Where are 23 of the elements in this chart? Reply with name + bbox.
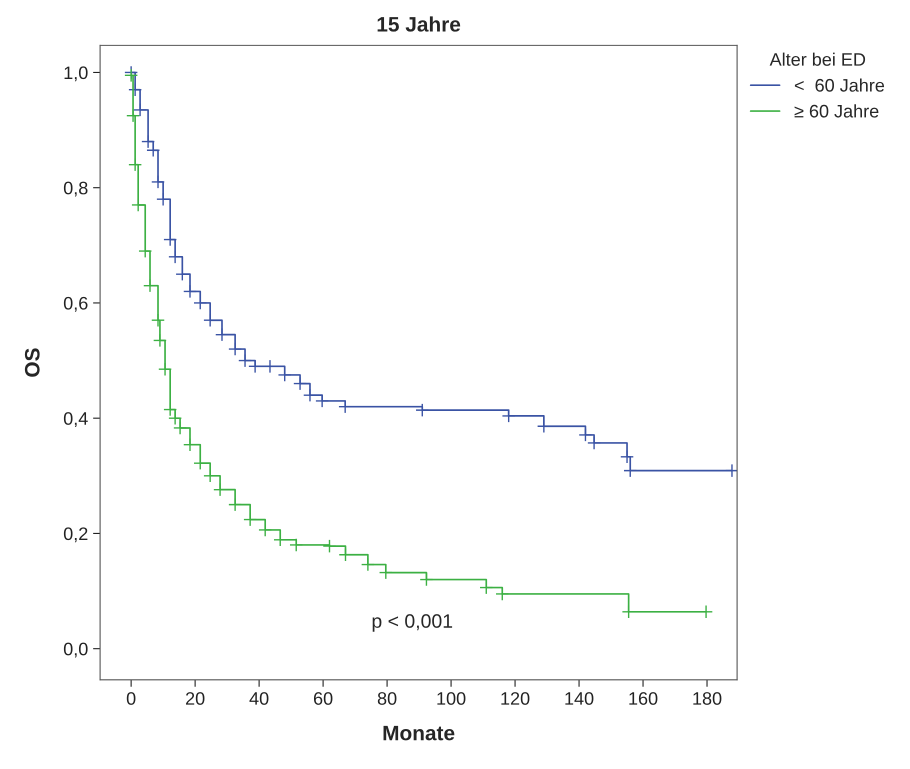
legend-label: < 60 Jahre: [794, 78, 884, 92]
x-tick-label: 20: [186, 692, 204, 705]
y-tick-label: 0,0: [64, 642, 88, 658]
x-tick-label: 100: [437, 692, 466, 705]
y-tick-label: 0,2: [64, 527, 88, 542]
x-tick-label: 120: [501, 692, 530, 705]
y-tick-label: 1,0: [64, 66, 88, 82]
x-tick-label: 80: [378, 692, 396, 705]
legend-label: ≥ 60 Jahre: [794, 104, 878, 118]
annotation: p < 0,001: [372, 614, 452, 632]
x-tick-label: 40: [249, 692, 268, 705]
x-tick-label: 60: [314, 692, 332, 705]
x-tick-label: 180: [693, 692, 722, 705]
y-tick-label: 0,8: [64, 182, 88, 197]
y-tick-label: 0,6: [64, 296, 88, 312]
x-tick-label: 140: [565, 692, 594, 705]
y-tick-label: 0,4: [64, 412, 88, 428]
y-axis-title: OS: [24, 348, 40, 377]
x-tick-label: 160: [629, 692, 658, 705]
x-axis-title: Monate: [384, 726, 454, 740]
chart-title: 15 Jahre: [378, 16, 460, 32]
legend-title: Alter bei ED: [770, 52, 866, 66]
x-tick-label: 0: [126, 692, 136, 705]
